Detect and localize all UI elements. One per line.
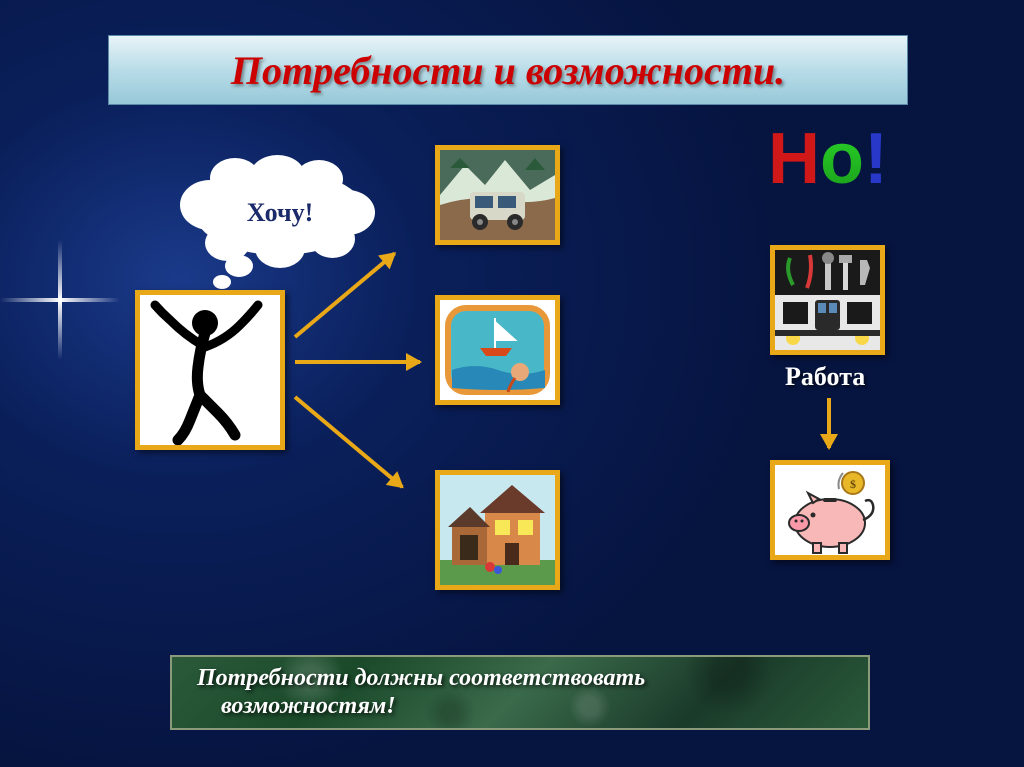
house-icon <box>440 475 555 585</box>
arrow-work-to-pig <box>827 398 831 448</box>
but-label: Но! <box>768 118 888 200</box>
work-box <box>770 245 885 355</box>
footer-box: Потребности должны соответствовать возмо… <box>170 655 870 730</box>
dancing-figure-icon <box>140 295 280 445</box>
footer-text: Потребности должны соответствовать возмо… <box>197 665 645 720</box>
want-box-house <box>435 470 560 590</box>
but-ex: ! <box>864 119 888 199</box>
piggybank-box: $ <box>770 460 890 560</box>
but-o: о <box>820 119 864 199</box>
boat-beach-icon <box>440 300 555 400</box>
footer-line1: Потребности должны соответствовать <box>197 665 645 691</box>
title-box: Потребности и возможности. <box>108 35 908 105</box>
car-mountains-icon <box>440 150 555 240</box>
sparkle-decoration <box>0 240 120 360</box>
arrow-to-boat <box>295 360 420 364</box>
want-box-car <box>435 145 560 245</box>
thought-text: Хочу! <box>247 198 314 228</box>
tools-bus-icon <box>775 250 880 350</box>
figure-box <box>135 290 285 450</box>
arrow-to-house <box>294 395 404 488</box>
work-label: Работа <box>785 362 865 392</box>
title-text: Потребности и возможности. <box>231 47 785 94</box>
piggybank-icon: $ <box>775 465 885 555</box>
svg-text:$: $ <box>850 477 856 491</box>
but-h: Н <box>768 119 820 199</box>
thought-bubble: Хочу! <box>195 170 365 280</box>
footer-line2: возможностям! <box>221 693 396 719</box>
want-box-boat <box>435 295 560 405</box>
